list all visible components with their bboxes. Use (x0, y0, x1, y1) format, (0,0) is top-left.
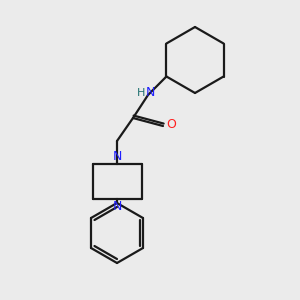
Text: N: N (112, 200, 122, 212)
Text: N: N (145, 86, 155, 100)
Text: O: O (166, 118, 176, 131)
Text: N: N (112, 151, 122, 164)
Text: H: H (137, 88, 145, 98)
